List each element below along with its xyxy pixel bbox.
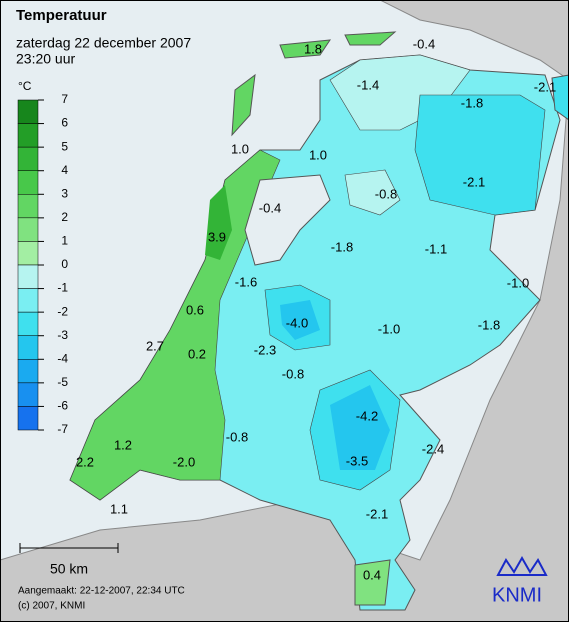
station-value: 1.8 — [304, 41, 322, 56]
legend-band — [17, 217, 39, 242]
legend-tick-label: 5 — [61, 139, 68, 153]
legend-tick-label: -3 — [57, 328, 68, 342]
legend-tick-label: 2 — [61, 210, 68, 224]
station-value: 0.2 — [188, 346, 206, 361]
station-value: -1.0 — [378, 321, 400, 336]
footer-created: Aangemaakt: 22-12-2007, 22:34 UTC — [18, 586, 185, 597]
legend-tick-label: 3 — [61, 186, 68, 200]
legend-band — [17, 194, 39, 219]
station-value: -0.8 — [375, 186, 397, 201]
date: zaterdag 22 december 2007 — [16, 35, 191, 51]
station-value: -3.5 — [346, 453, 368, 468]
legend-unit: °C — [18, 79, 32, 93]
station-value: -0.8 — [226, 429, 248, 444]
station-value: -0.4 — [259, 200, 281, 215]
warm-core — [205, 185, 232, 260]
legend-tick-label: -2 — [57, 304, 68, 318]
station-value: -0.4 — [413, 36, 435, 51]
station-value: -4.0 — [286, 315, 308, 330]
station-value: -2.3 — [254, 342, 276, 357]
station-value: 2.2 — [76, 454, 94, 469]
legend-band — [17, 123, 39, 148]
station-value: -1.4 — [357, 77, 379, 92]
legend-tick-label: -4 — [57, 351, 68, 365]
legend-tick-label: -5 — [57, 375, 68, 389]
ijsselmeer — [244, 174, 331, 266]
mild-zone — [344, 169, 401, 216]
limburg-tip — [354, 559, 391, 606]
legend-band — [17, 406, 39, 431]
station-value: 1.2 — [114, 437, 132, 452]
legend-tick-label: 6 — [61, 116, 68, 130]
station-value: 1.0 — [231, 141, 249, 156]
station-value: 0.4 — [363, 567, 381, 582]
logo: KNMI — [492, 584, 542, 606]
legend-band — [17, 264, 39, 289]
station-value: -0.8 — [282, 366, 304, 381]
scale-label: 50 km — [50, 561, 88, 577]
station-value: 0.6 — [186, 302, 204, 317]
legend-band — [17, 146, 39, 171]
legend-tick-label: -1 — [57, 281, 68, 295]
legend-band — [17, 241, 39, 266]
legend-tick-label: 1 — [61, 234, 68, 248]
station-value: 1.0 — [309, 147, 327, 162]
station-value: 1.1 — [110, 501, 128, 516]
legend-tick-label: -7 — [57, 422, 68, 436]
station-value: -1.6 — [235, 274, 257, 289]
station-value: -4.2 — [356, 408, 378, 423]
colder-zone — [330, 385, 390, 470]
station-value: -2.0 — [173, 454, 195, 469]
station-value: -1.0 — [507, 275, 529, 290]
station-value: 2.7 — [146, 338, 164, 353]
islands — [231, 31, 397, 137]
logo-crown — [496, 555, 548, 576]
station-value: -1.8 — [461, 95, 483, 110]
time: 23:20 uur — [16, 51, 75, 67]
title: Temperatuur — [16, 7, 107, 24]
station-value: 3.9 — [208, 229, 226, 244]
station-value: -2.1 — [366, 506, 388, 521]
station-value: -2.4 — [422, 441, 444, 456]
legend-band — [17, 359, 39, 384]
footer-copyright: (c) 2007, KNMI — [18, 601, 85, 612]
stations: 1.8 -0.4 -1.4 -2.1 -1.8 1.0 1.0 -2.1 -0.8 -0.4 3.9… — [76, 36, 556, 582]
legend-tick-label: 4 — [61, 163, 68, 177]
legend-band — [17, 99, 39, 124]
legend-band — [17, 288, 39, 313]
legend-band — [17, 335, 39, 360]
islands — [551, 74, 569, 121]
station-value: -2.1 — [534, 79, 556, 94]
legend: 7 6 5 4 3 2 1 0 -1 -2 -3 -4 -5 -6 -7 — [17, 92, 68, 436]
station-value: -1.8 — [478, 317, 500, 332]
colder-zone — [280, 300, 320, 340]
station-value: -1.1 — [425, 241, 447, 256]
legend-band — [17, 382, 39, 407]
legend-band — [17, 311, 39, 336]
legend-tick-label: 0 — [61, 257, 68, 271]
legend-tick-label: 7 — [61, 92, 68, 106]
legend-band — [17, 170, 39, 195]
station-value: -2.1 — [463, 174, 485, 189]
cold-zone — [414, 94, 546, 216]
station-value: -1.8 — [331, 239, 353, 254]
legend-tick-label: -6 — [57, 399, 68, 413]
